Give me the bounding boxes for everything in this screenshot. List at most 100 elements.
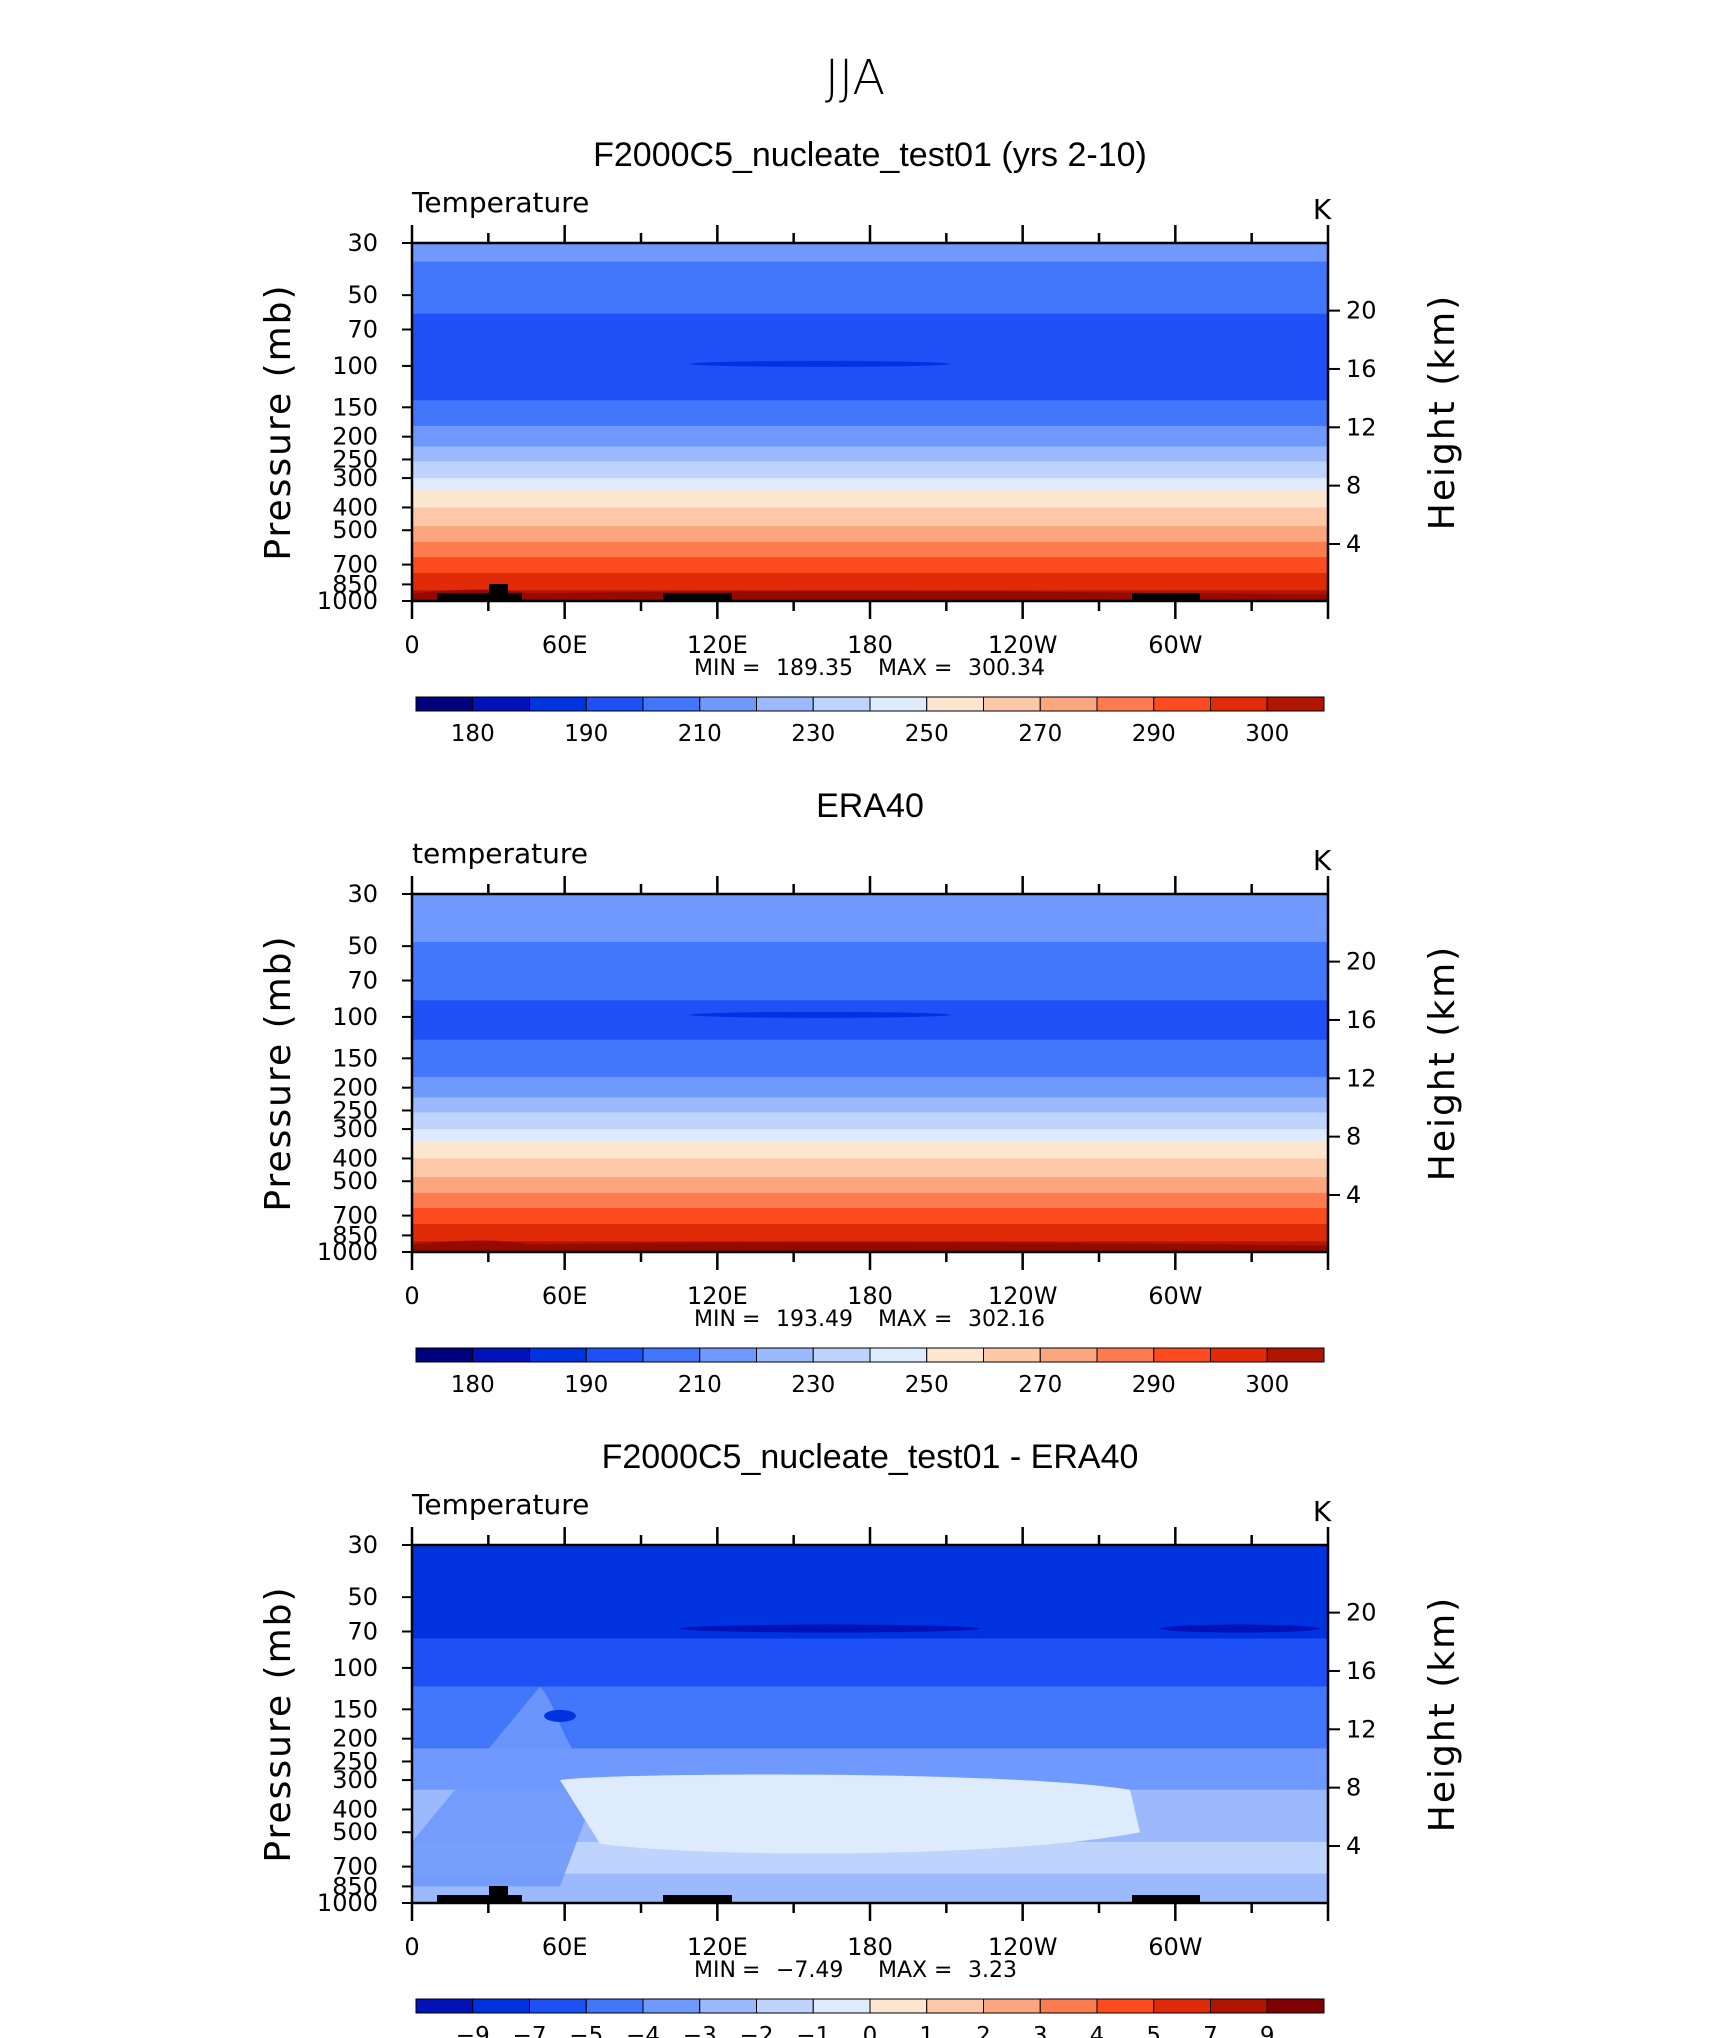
y-axis-label-right: Height (km) bbox=[1422, 1596, 1463, 1832]
colorbar-label: 4 bbox=[1090, 2023, 1105, 2038]
colorbar-label: 230 bbox=[791, 721, 835, 747]
contour-anomaly bbox=[412, 1240, 1328, 1252]
colorbar-swatch bbox=[812, 1347, 871, 1363]
figure-title: JJA bbox=[825, 50, 885, 106]
min-label: MIN bbox=[694, 656, 736, 681]
colorbar-label: −2 bbox=[740, 2023, 774, 2038]
colorbar-swatch bbox=[1039, 696, 1098, 712]
x-tick-label: 120W bbox=[988, 1282, 1058, 1310]
contour-anomaly bbox=[412, 589, 1328, 601]
colorbar-label: −5 bbox=[569, 2023, 603, 2038]
x-tick-label: 120E bbox=[687, 631, 748, 659]
x-tick-label: 60E bbox=[542, 631, 588, 659]
pressure-tick-label: 500 bbox=[332, 1818, 378, 1846]
pressure-tick-label: 100 bbox=[332, 1003, 378, 1031]
colorbar-swatch bbox=[585, 1347, 644, 1363]
panel-title: F2000C5_nucleate_test01 - ERA40 bbox=[602, 1438, 1139, 1476]
max-equals: = bbox=[934, 1307, 952, 1332]
max-equals: = bbox=[934, 656, 952, 681]
y-axis-label: Pressure (mb) bbox=[258, 1585, 299, 1862]
height-tick-label: 12 bbox=[1346, 413, 1377, 441]
colorbar-label: 180 bbox=[451, 1372, 495, 1398]
pressure-tick-label: 1000 bbox=[317, 1238, 378, 1266]
colorbar-swatch bbox=[529, 696, 587, 712]
y-axis-label-right: Height (km) bbox=[1422, 945, 1463, 1181]
colorbar-label: 210 bbox=[678, 1372, 722, 1398]
variable-label: Temperature bbox=[411, 1488, 589, 1521]
x-tick-label: 0 bbox=[404, 631, 419, 659]
contour-band bbox=[412, 1112, 1328, 1130]
x-tick-label: 0 bbox=[404, 1282, 419, 1310]
pressure-tick-label: 30 bbox=[347, 1531, 378, 1559]
pressure-tick-label: 850 bbox=[332, 570, 378, 598]
contour-band bbox=[412, 400, 1328, 427]
colorbar-swatch bbox=[585, 1998, 644, 2014]
colorbar-swatch bbox=[642, 1347, 701, 1363]
colorbar-label: 190 bbox=[564, 721, 608, 747]
colorbar-swatch bbox=[926, 1998, 984, 2014]
topography-block bbox=[437, 1895, 522, 1903]
colorbar-swatch bbox=[756, 1998, 814, 2014]
topography-block bbox=[663, 1895, 732, 1903]
contour-anomaly bbox=[560, 1774, 1140, 1854]
colorbar-label: 9 bbox=[1260, 2023, 1275, 2038]
contour-band bbox=[412, 478, 1328, 490]
colorbar-swatch bbox=[699, 696, 757, 712]
colorbar-swatch bbox=[869, 1347, 928, 1363]
pressure-tick-label: 50 bbox=[347, 1583, 378, 1611]
colorbar-swatch bbox=[1153, 1347, 1211, 1363]
pressure-tick-label: 70 bbox=[347, 967, 378, 995]
colorbar-label: 0 bbox=[863, 2023, 878, 2038]
pressure-tick-label: 70 bbox=[347, 316, 378, 344]
height-tick-label: 4 bbox=[1346, 530, 1361, 558]
pressure-tick-label: 1000 bbox=[317, 1889, 378, 1917]
colorbar-swatch bbox=[699, 1998, 757, 2014]
contour-band bbox=[412, 541, 1328, 558]
max-label: MAX bbox=[878, 1307, 927, 1332]
colorbar-swatch bbox=[983, 696, 1041, 712]
units-label: K bbox=[1313, 193, 1332, 226]
pressure-tick-label: 1000 bbox=[317, 587, 378, 615]
colorbar-swatch bbox=[812, 696, 871, 712]
units-label: K bbox=[1313, 1495, 1332, 1528]
height-tick-label: 8 bbox=[1346, 472, 1361, 500]
max-label: MAX bbox=[878, 1958, 927, 1983]
contour-band bbox=[412, 1177, 1328, 1194]
pressure-tick-label: 500 bbox=[332, 1167, 378, 1195]
topography-block bbox=[1132, 593, 1200, 601]
pressure-tick-label: 250 bbox=[332, 445, 378, 473]
colorbar-label: 300 bbox=[1245, 1372, 1289, 1398]
colorbar-swatch bbox=[415, 1347, 474, 1363]
colorbar-swatch bbox=[1096, 1347, 1155, 1363]
panel-title: ERA40 bbox=[816, 787, 924, 825]
colorbar-swatch bbox=[642, 696, 701, 712]
contour-band bbox=[412, 1129, 1328, 1143]
x-tick-label: 0 bbox=[404, 1933, 419, 1961]
x-tick-label: 120W bbox=[988, 1933, 1058, 1961]
pressure-tick-label: 400 bbox=[332, 1144, 378, 1172]
colorbar-label: 300 bbox=[1245, 721, 1289, 747]
contour-band bbox=[412, 1223, 1328, 1242]
max-value: 300.34 bbox=[968, 656, 1045, 681]
pressure-tick-label: 50 bbox=[347, 281, 378, 309]
max-value: 3.23 bbox=[968, 1958, 1017, 1983]
pressure-tick-label: 700 bbox=[332, 1202, 378, 1230]
height-tick-label: 4 bbox=[1346, 1832, 1361, 1860]
colorbar-label: 190 bbox=[564, 1372, 608, 1398]
colorbar-label: 5 bbox=[1146, 2023, 1161, 2038]
height-tick-label: 16 bbox=[1346, 1006, 1377, 1034]
contour-anomaly bbox=[1160, 1624, 1320, 1633]
colorbar-swatch bbox=[869, 1998, 928, 2014]
colorbar-swatch bbox=[869, 696, 928, 712]
min-equals: = bbox=[742, 1307, 760, 1332]
x-tick-label: 60W bbox=[1148, 1933, 1202, 1961]
pressure-tick-label: 300 bbox=[332, 464, 378, 492]
pressure-tick-label: 300 bbox=[332, 1115, 378, 1143]
colorbar-label: 2 bbox=[976, 2023, 991, 2038]
colorbar-swatch bbox=[642, 1998, 701, 2014]
units-label: K bbox=[1313, 844, 1332, 877]
contour-band bbox=[412, 461, 1328, 479]
colorbar-swatch bbox=[1096, 696, 1155, 712]
x-tick-label: 60W bbox=[1148, 631, 1202, 659]
height-tick-label: 4 bbox=[1346, 1181, 1361, 1209]
